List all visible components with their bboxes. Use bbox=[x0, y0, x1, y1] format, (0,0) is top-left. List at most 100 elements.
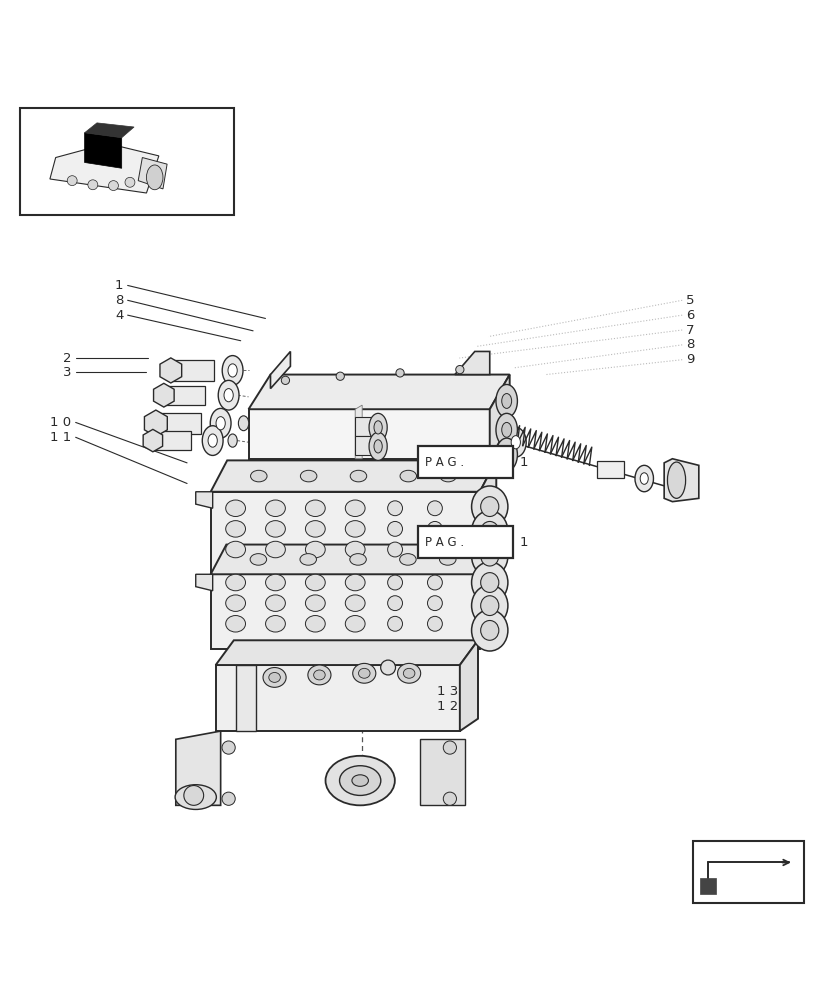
Circle shape bbox=[427, 501, 442, 516]
Polygon shape bbox=[236, 665, 256, 731]
Ellipse shape bbox=[238, 416, 248, 431]
Ellipse shape bbox=[226, 521, 246, 537]
Circle shape bbox=[108, 181, 118, 191]
Polygon shape bbox=[270, 351, 290, 389]
Text: 8: 8 bbox=[686, 338, 694, 351]
Polygon shape bbox=[248, 409, 489, 459]
Ellipse shape bbox=[480, 546, 498, 566]
Polygon shape bbox=[419, 739, 464, 805]
Circle shape bbox=[387, 521, 402, 536]
Polygon shape bbox=[454, 351, 489, 375]
Circle shape bbox=[336, 372, 344, 380]
Bar bbox=[418, 446, 513, 478]
Ellipse shape bbox=[397, 663, 420, 683]
Ellipse shape bbox=[265, 574, 285, 591]
Text: P A G .: P A G . bbox=[424, 536, 463, 549]
Ellipse shape bbox=[299, 554, 316, 565]
Ellipse shape bbox=[504, 427, 526, 457]
Ellipse shape bbox=[403, 668, 414, 678]
Ellipse shape bbox=[305, 500, 325, 517]
Ellipse shape bbox=[222, 356, 242, 385]
Polygon shape bbox=[84, 133, 122, 168]
Bar bbox=[699, 878, 715, 894]
Ellipse shape bbox=[374, 421, 382, 434]
Ellipse shape bbox=[345, 595, 365, 611]
Ellipse shape bbox=[308, 665, 331, 685]
Ellipse shape bbox=[471, 511, 507, 552]
Text: 1 2: 1 2 bbox=[437, 700, 458, 713]
Circle shape bbox=[387, 501, 402, 516]
Ellipse shape bbox=[439, 554, 456, 565]
Ellipse shape bbox=[480, 497, 498, 517]
Ellipse shape bbox=[210, 408, 231, 438]
Text: 1: 1 bbox=[115, 279, 123, 292]
Ellipse shape bbox=[226, 616, 246, 632]
Text: 5: 5 bbox=[686, 294, 694, 307]
Ellipse shape bbox=[639, 473, 648, 484]
Polygon shape bbox=[210, 460, 495, 492]
Text: P A G .: P A G . bbox=[424, 456, 463, 469]
Ellipse shape bbox=[250, 554, 266, 565]
Ellipse shape bbox=[265, 500, 285, 517]
Ellipse shape bbox=[351, 775, 368, 786]
Ellipse shape bbox=[345, 521, 365, 537]
Text: 8: 8 bbox=[115, 294, 123, 307]
Polygon shape bbox=[355, 436, 380, 455]
Polygon shape bbox=[153, 383, 174, 407]
Circle shape bbox=[427, 542, 442, 557]
Ellipse shape bbox=[265, 521, 285, 537]
Polygon shape bbox=[215, 665, 459, 731]
Ellipse shape bbox=[501, 447, 511, 462]
Ellipse shape bbox=[439, 470, 456, 482]
Ellipse shape bbox=[218, 380, 239, 410]
Ellipse shape bbox=[350, 470, 366, 482]
Ellipse shape bbox=[369, 432, 387, 460]
Polygon shape bbox=[459, 640, 477, 731]
Ellipse shape bbox=[265, 541, 285, 558]
Ellipse shape bbox=[251, 470, 267, 482]
Ellipse shape bbox=[345, 500, 365, 517]
Polygon shape bbox=[210, 492, 479, 574]
Ellipse shape bbox=[471, 610, 507, 651]
Ellipse shape bbox=[634, 465, 653, 492]
Circle shape bbox=[427, 616, 442, 631]
Bar bbox=[692, 841, 803, 903]
Ellipse shape bbox=[146, 165, 163, 190]
Ellipse shape bbox=[345, 574, 365, 591]
Bar bbox=[418, 526, 513, 558]
Ellipse shape bbox=[495, 413, 517, 446]
Ellipse shape bbox=[471, 585, 507, 626]
Circle shape bbox=[442, 792, 456, 805]
Polygon shape bbox=[479, 545, 495, 649]
Ellipse shape bbox=[305, 616, 325, 632]
Ellipse shape bbox=[305, 574, 325, 591]
Ellipse shape bbox=[226, 574, 246, 591]
Ellipse shape bbox=[358, 668, 370, 678]
Ellipse shape bbox=[501, 394, 511, 408]
Ellipse shape bbox=[269, 672, 280, 682]
Polygon shape bbox=[50, 144, 159, 193]
Polygon shape bbox=[215, 640, 477, 665]
Ellipse shape bbox=[224, 389, 233, 402]
Bar bbox=[596, 461, 623, 478]
Ellipse shape bbox=[174, 785, 216, 809]
Ellipse shape bbox=[339, 766, 380, 795]
Polygon shape bbox=[489, 375, 509, 459]
Circle shape bbox=[395, 369, 404, 377]
Ellipse shape bbox=[226, 541, 246, 558]
Ellipse shape bbox=[510, 436, 520, 449]
Polygon shape bbox=[195, 574, 213, 591]
Text: 1 1: 1 1 bbox=[50, 431, 71, 444]
Text: 1 0: 1 0 bbox=[50, 416, 71, 429]
Ellipse shape bbox=[226, 595, 246, 611]
Polygon shape bbox=[210, 574, 479, 649]
Polygon shape bbox=[160, 358, 181, 383]
Ellipse shape bbox=[300, 470, 317, 482]
Ellipse shape bbox=[480, 573, 498, 592]
Text: 1: 1 bbox=[519, 536, 528, 549]
Text: 1: 1 bbox=[519, 456, 528, 469]
Circle shape bbox=[387, 616, 402, 631]
Circle shape bbox=[442, 741, 456, 754]
Ellipse shape bbox=[480, 596, 498, 616]
Ellipse shape bbox=[265, 616, 285, 632]
